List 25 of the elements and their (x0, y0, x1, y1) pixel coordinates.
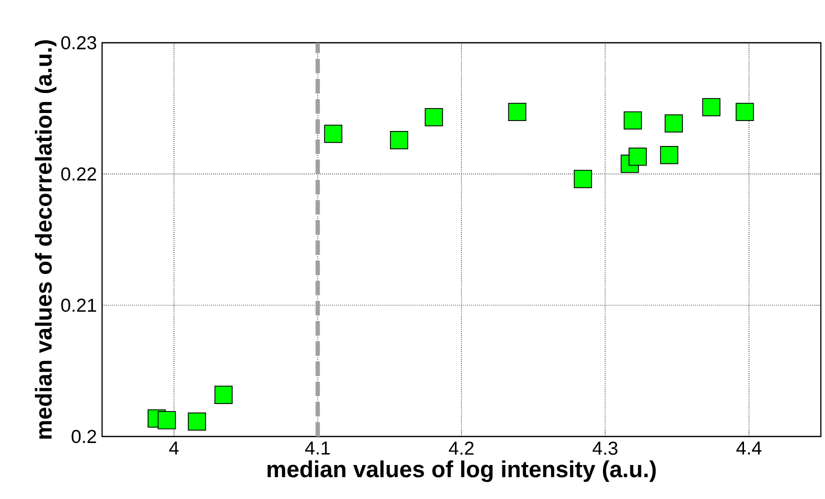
x-axis-title: median values of log intensity (a.u.) (268, 460, 656, 482)
point (628, 148, 647, 166)
x-tick-label: 4.1 (305, 442, 330, 454)
point (664, 114, 683, 133)
point (660, 146, 678, 164)
y-tick-label: 0.21 (61, 298, 96, 312)
x-tick-label: 4.2 (448, 442, 474, 455)
point (624, 111, 642, 130)
y-tick-label: 0.2 (72, 430, 96, 444)
point (574, 170, 592, 188)
x-tick-label: 4 (169, 442, 179, 454)
point (390, 131, 408, 150)
x-tick-label: 4.4 (736, 442, 762, 454)
y-tick-label: 0.23 (61, 36, 96, 50)
point (702, 98, 720, 116)
point (188, 412, 206, 431)
point (214, 386, 233, 404)
point (158, 411, 176, 430)
point (736, 102, 754, 121)
point (324, 124, 342, 143)
x-tick-label: 4.3 (592, 442, 618, 455)
point (508, 102, 526, 121)
y-tick-label: 0.22 (61, 167, 96, 181)
y-axis-title: median values of decorrelation (a.u.) (34, 40, 56, 439)
point (424, 108, 443, 126)
